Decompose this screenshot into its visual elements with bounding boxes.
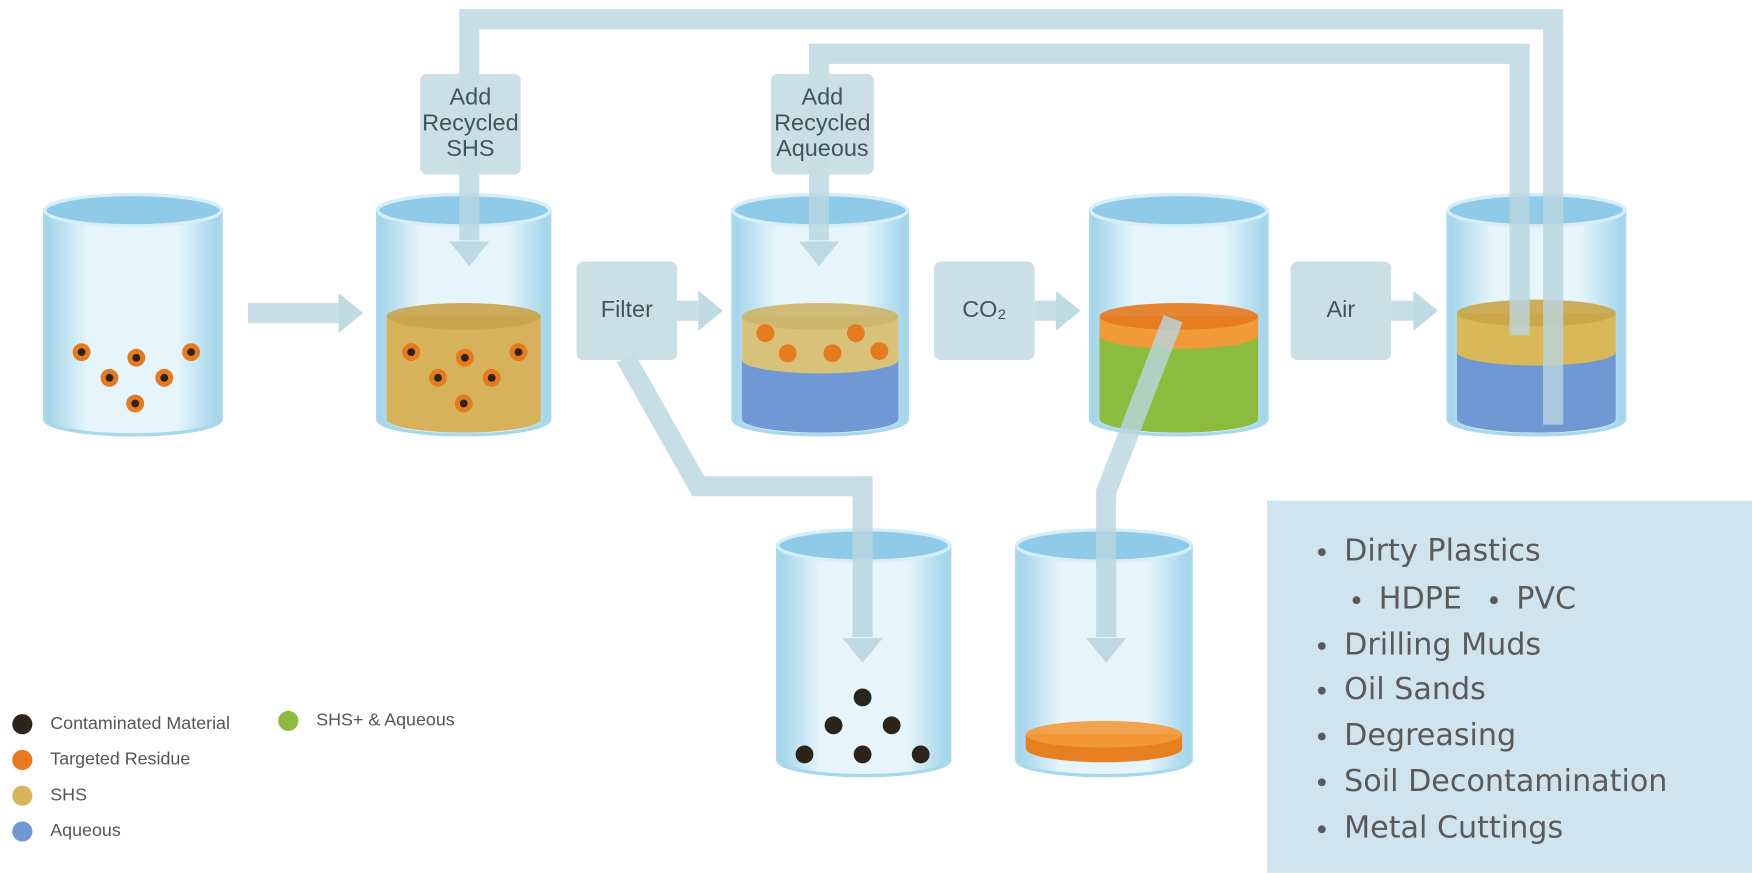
process-label: Recycled: [422, 109, 518, 135]
particle-core: [160, 374, 168, 382]
arrow-head: [339, 293, 364, 333]
list-item: HDPE: [1379, 582, 1462, 617]
legend-swatch: [278, 711, 298, 731]
legend-label: SHS: [50, 784, 87, 804]
particle-core: [187, 348, 195, 356]
particle: [854, 688, 872, 706]
particle: [847, 324, 865, 342]
beaker-rim: [1091, 195, 1268, 226]
bullet: [1318, 548, 1326, 556]
particle: [796, 745, 814, 763]
legend-swatch: [12, 750, 32, 770]
list-item: Metal Cuttings: [1344, 811, 1563, 846]
process-label: Add: [802, 84, 844, 110]
beaker: [1091, 195, 1268, 435]
bullet: [1490, 596, 1498, 604]
particle-core: [488, 374, 496, 382]
process-diagram: AddRecycledSHSAddRecycledAqueousFilterCO…: [0, 0, 1752, 873]
arrow-head: [698, 291, 723, 331]
legend-label: Contaminated Material: [50, 713, 230, 733]
beaker-rim: [45, 195, 222, 226]
arrow-head: [1056, 291, 1081, 331]
particle: [883, 716, 901, 734]
arrow-head: [1413, 291, 1438, 331]
list-item: Drilling Muds: [1344, 628, 1541, 663]
bullet: [1353, 596, 1361, 604]
process-label: SHS: [446, 135, 494, 161]
list-item: Soil Decontamination: [1344, 764, 1667, 799]
legend-label: Targeted Residue: [50, 749, 190, 769]
bullet: [1318, 778, 1326, 786]
bullet: [1318, 687, 1326, 695]
list-item: PVC: [1516, 582, 1576, 617]
process-label: CO₂: [962, 296, 1006, 322]
particle-core: [461, 354, 469, 362]
particle: [756, 324, 774, 342]
list-item: Oil Sands: [1344, 672, 1486, 707]
legend: Contaminated Material Targeted Residue SHS…: [12, 710, 454, 842]
bullet: [1318, 733, 1326, 741]
particle: [779, 344, 797, 362]
particle-core: [132, 354, 140, 362]
particle: [912, 745, 930, 763]
legend-swatch: [12, 786, 32, 806]
liquid-surface: [1457, 300, 1616, 327]
particle-core: [106, 374, 114, 382]
liquid: [1099, 335, 1258, 432]
beaker: [1448, 195, 1625, 435]
legend-label: SHS+ & Aqueous: [316, 710, 455, 730]
list-item: Dirty Plastics: [1344, 534, 1541, 569]
particle-core: [460, 400, 468, 408]
list-item: Degreasing: [1344, 718, 1516, 753]
process-label: Air: [1326, 296, 1355, 322]
process-label: Add: [450, 84, 492, 110]
legend-label: Aqueous: [50, 820, 121, 840]
bullet: [1318, 642, 1326, 650]
bullet: [1318, 825, 1326, 833]
liquid: [387, 316, 541, 432]
particle-core: [131, 400, 139, 408]
particle-core: [78, 348, 86, 356]
particle: [854, 745, 872, 763]
particle: [823, 344, 841, 362]
beaker: [45, 195, 222, 435]
process-label: Filter: [601, 296, 653, 322]
process-label: Aqueous: [776, 135, 869, 161]
liquid-surface: [387, 303, 541, 330]
page: { "process_boxes": [ {"lines": ["Add", "…: [0, 0, 1752, 873]
particle-core: [515, 348, 523, 356]
particle: [825, 716, 843, 734]
particle: [870, 342, 888, 360]
particle-core: [434, 374, 442, 382]
legend-swatch: [12, 714, 32, 734]
legend-swatch: [12, 821, 32, 841]
liquid-surface: [1026, 721, 1182, 748]
particle-core: [407, 348, 415, 356]
process-label: Recycled: [774, 109, 870, 135]
beaker-rim: [1448, 195, 1625, 226]
